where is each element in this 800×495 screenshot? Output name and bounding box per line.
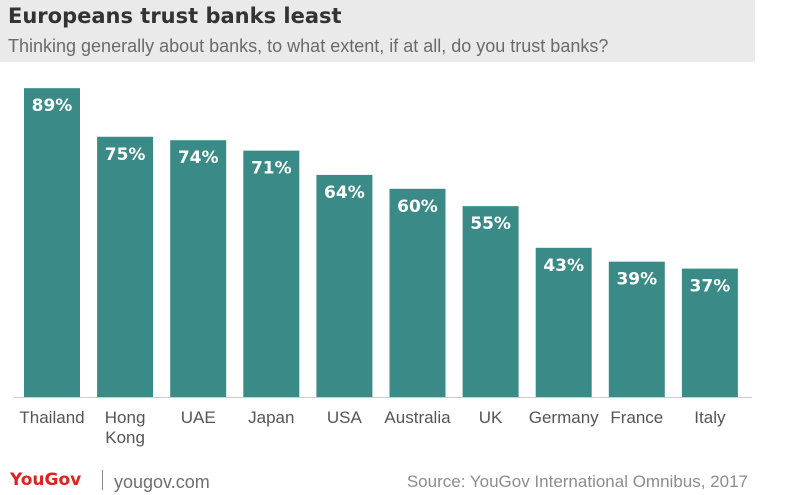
category-label: UK (479, 408, 503, 427)
category-label: France (610, 408, 663, 427)
footer-separator (102, 470, 103, 490)
chart-subtitle: Thinking generally about banks, to what … (8, 36, 609, 56)
category-label: Thailand (19, 408, 84, 427)
bar-value-label: 75% (105, 145, 146, 165)
bar (243, 150, 300, 397)
category-label: Italy (694, 408, 726, 427)
source-note: Source: YouGov International Omnibus, 20… (406, 472, 748, 491)
category-label: Australia (384, 408, 451, 427)
category-label: Japan (248, 408, 294, 427)
bar (170, 140, 227, 397)
bar (97, 136, 154, 397)
category-label: Kong (105, 428, 145, 447)
category-label: Germany (529, 408, 599, 427)
bar (316, 174, 373, 397)
bar-value-label: 89% (32, 96, 73, 116)
bar-value-label: 37% (690, 277, 731, 297)
bar-value-label: 60% (397, 197, 438, 217)
bar-value-label: 43% (543, 256, 584, 276)
bar (608, 261, 665, 397)
chart-header: Europeans trust banks least Thinking gen… (0, 0, 755, 62)
chart-footer: YouGov yougov.com Source: YouGov Interna… (0, 462, 800, 495)
bar-value-label: 74% (178, 148, 219, 168)
bar-value-label: 71% (251, 159, 292, 179)
bar (24, 88, 80, 398)
bar (535, 247, 592, 397)
category-label: USA (327, 408, 363, 427)
chart-title: Europeans trust banks least (8, 4, 342, 28)
category-label: UAE (181, 408, 216, 427)
bar-value-label: 64% (324, 183, 365, 203)
bar (462, 206, 519, 397)
bar-value-label: 55% (470, 214, 511, 234)
bar (681, 268, 738, 397)
website-text: yougov.com (114, 472, 210, 492)
bar (389, 188, 446, 397)
bar-value-label: 39% (616, 270, 657, 290)
category-label: Hong (105, 408, 146, 427)
yougov-logo: YouGov (10, 470, 82, 490)
